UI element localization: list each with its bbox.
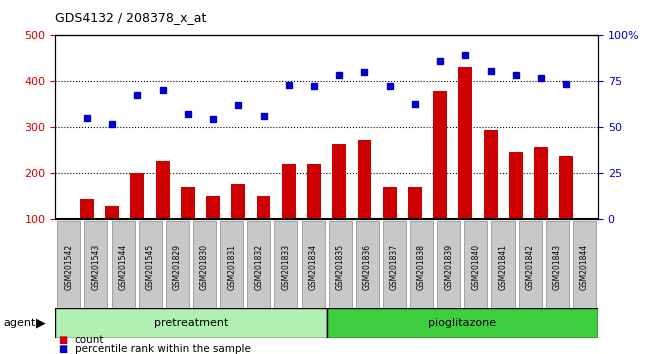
FancyBboxPatch shape [57,221,81,313]
Text: GSM201830: GSM201830 [200,244,209,290]
FancyBboxPatch shape [220,221,243,313]
Text: GSM201544: GSM201544 [118,244,127,290]
Bar [131,173,144,219]
Bar [307,164,321,219]
Text: GSM201542: GSM201542 [64,244,73,290]
Text: GSM201834: GSM201834 [309,244,318,290]
Bar [458,67,473,219]
Bar [332,144,346,219]
Bar [434,91,447,219]
Bar [282,164,296,219]
Text: GSM201843: GSM201843 [552,244,562,290]
Bar [80,199,94,219]
Bar [484,130,498,219]
Text: ▶: ▶ [36,316,46,330]
Bar [509,152,523,219]
Bar [326,308,598,338]
Text: GSM201835: GSM201835 [335,244,345,290]
Text: ■: ■ [58,344,68,354]
Text: GSM201842: GSM201842 [526,244,535,290]
Text: GSM201832: GSM201832 [254,244,263,290]
Text: GSM201839: GSM201839 [444,244,453,290]
Bar [257,196,270,219]
FancyBboxPatch shape [573,221,596,313]
Text: agent: agent [3,318,36,328]
Text: pretreatment: pretreatment [154,318,228,328]
Bar [560,156,573,219]
Bar [181,187,195,219]
Bar [231,184,245,219]
Text: GSM201833: GSM201833 [281,244,291,290]
Text: GSM201837: GSM201837 [390,244,399,290]
Text: GSM201831: GSM201831 [227,244,236,290]
FancyBboxPatch shape [138,221,162,313]
Text: count: count [75,335,104,345]
Text: GSM201543: GSM201543 [92,244,101,290]
FancyBboxPatch shape [546,221,569,313]
FancyBboxPatch shape [193,221,216,313]
FancyBboxPatch shape [302,221,324,313]
Bar [408,187,422,219]
Bar [534,147,548,219]
Bar [105,206,119,219]
Bar [55,308,326,338]
Text: GSM201838: GSM201838 [417,244,426,290]
FancyBboxPatch shape [112,221,135,313]
FancyBboxPatch shape [519,221,541,313]
Text: percentile rank within the sample: percentile rank within the sample [75,344,251,354]
Text: GSM201840: GSM201840 [471,244,480,290]
Text: GSM201841: GSM201841 [499,244,508,290]
Text: pioglitazone: pioglitazone [428,318,497,328]
Text: GSM201836: GSM201836 [363,244,372,290]
FancyBboxPatch shape [383,221,406,313]
FancyBboxPatch shape [437,221,460,313]
FancyBboxPatch shape [84,221,107,313]
Text: ■: ■ [58,335,68,345]
Bar [155,161,170,219]
Bar [383,187,396,219]
FancyBboxPatch shape [410,221,433,313]
FancyBboxPatch shape [166,221,189,313]
FancyBboxPatch shape [491,221,515,313]
Text: GSM201844: GSM201844 [580,244,589,290]
FancyBboxPatch shape [464,221,488,313]
FancyBboxPatch shape [274,221,298,313]
FancyBboxPatch shape [329,221,352,313]
Text: GDS4132 / 208378_x_at: GDS4132 / 208378_x_at [55,11,207,24]
Text: GSM201545: GSM201545 [146,244,155,290]
Bar [358,140,371,219]
FancyBboxPatch shape [247,221,270,313]
FancyBboxPatch shape [356,221,379,313]
Bar [206,196,220,219]
Text: GSM201829: GSM201829 [173,244,182,290]
